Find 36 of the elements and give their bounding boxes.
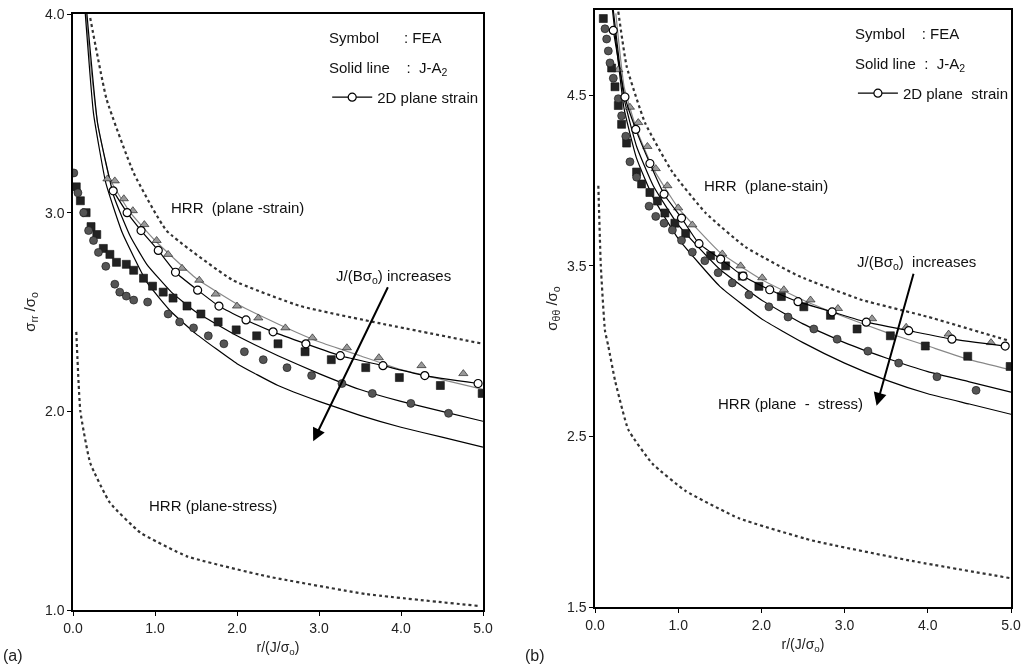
x-tick-label: 5.0 [1001, 616, 1021, 633]
x-tick-label: 2.0 [227, 619, 247, 636]
y-tick-label: 3.5 [566, 257, 587, 274]
x-tick-label: 0.0 [63, 619, 83, 636]
x-tick-label: 2.0 [751, 616, 772, 633]
text: (a) [3, 647, 23, 664]
annotation: J/(Bσ$_{o}$) increases [857, 253, 977, 273]
x-tick-label: 5.0 [473, 619, 493, 636]
x-axis-title: r/(J/σ$_{o}$) [256, 639, 300, 658]
y-tick-label: 4.0 [44, 5, 65, 22]
annotation: Solid line : J-A$_{2}$ [329, 59, 448, 79]
y-tick-label: 2.5 [566, 428, 587, 445]
annotation: J/(Bσ$_{o}$) increases [336, 267, 452, 287]
annotation: HRR (plane-stress) [149, 497, 278, 514]
annotation: Symbol : FEA [855, 25, 960, 42]
y-tick-label: 3.0 [44, 204, 65, 221]
y-tick-label: 1.0 [44, 601, 65, 618]
annotation: Solid line : J-A$_{2}$ [855, 55, 966, 75]
x-axis-title: r/(J/σ$_{o}$) [781, 636, 825, 655]
y-tick-label: 1.5 [566, 598, 587, 615]
x-tick-label: 4.0 [391, 619, 411, 636]
annotation: Symbol : FEA [329, 29, 442, 46]
x-tick-label: 0.0 [585, 616, 605, 633]
annotation: HRR (plane - stress) [718, 395, 864, 412]
legend-label: 2D plane strain [902, 85, 1008, 102]
annotation: HRR (plane -strain) [171, 199, 305, 216]
y-tick-label: 2.0 [44, 403, 65, 420]
x-tick-label: 1.0 [145, 619, 165, 636]
annotation: HRR (plane-stain) [704, 177, 829, 194]
text: (b) [525, 647, 545, 664]
legend-label: 2D plane strain [377, 89, 479, 106]
x-tick-label: 3.0 [309, 619, 329, 636]
x-tick-label: 4.0 [918, 616, 938, 633]
y-tick-label: 4.5 [566, 87, 587, 104]
x-tick-label: 3.0 [834, 616, 855, 633]
x-tick-label: 1.0 [668, 616, 689, 633]
